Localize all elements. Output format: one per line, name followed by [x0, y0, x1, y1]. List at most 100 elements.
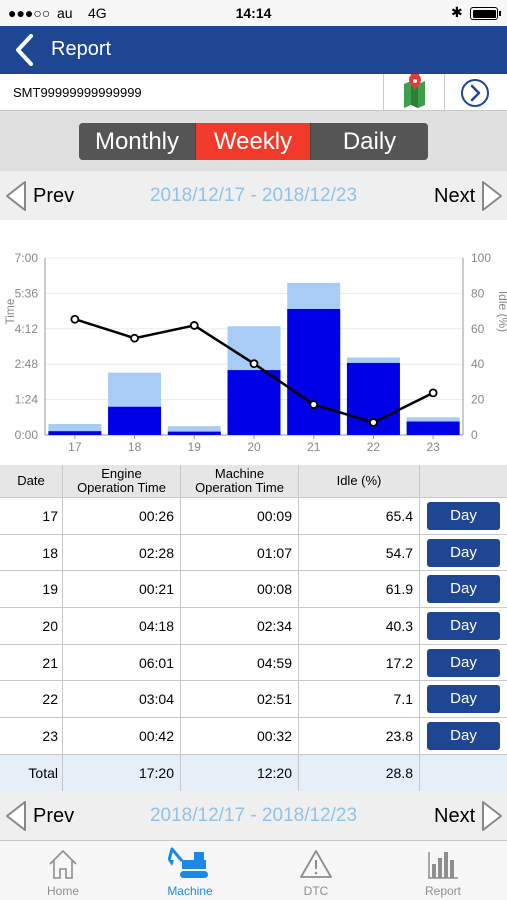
- x-tick-label: 22: [367, 440, 381, 454]
- y2-tick-label: 40: [471, 357, 485, 371]
- table-row: 21 06:01 04:59 17.2 Day: [0, 644, 507, 682]
- day-button[interactable]: Day: [427, 722, 500, 751]
- prev-label: Prev: [33, 185, 75, 207]
- row-action-cell: Day: [420, 681, 507, 717]
- back-button[interactable]: [12, 34, 38, 66]
- row-engine-time: 00:21: [63, 571, 181, 608]
- prev-button[interactable]: Prev: [4, 180, 94, 212]
- row-date: 22: [0, 681, 63, 718]
- table-row: 22 03:04 02:51 7.1 Day: [0, 681, 507, 719]
- row-machine-time: 04:59: [181, 644, 299, 681]
- bluetooth-icon: ✱: [451, 4, 463, 20]
- date-range: 2018/12/17 - 2018/12/23: [149, 185, 358, 206]
- day-button[interactable]: Day: [427, 612, 500, 641]
- y-tick-label: 0:00: [15, 428, 39, 442]
- y-tick-label: 7:00: [15, 251, 39, 265]
- row-date: 17: [0, 498, 63, 534]
- total-label: Total: [0, 754, 63, 791]
- day-button[interactable]: Day: [427, 648, 500, 677]
- row-machine-time: 00:32: [181, 718, 299, 754]
- machine-bar: [167, 431, 221, 435]
- y2-tick-label: 0: [471, 428, 478, 442]
- map-button[interactable]: [383, 67, 445, 111]
- machine-selector: SMT99999999999999: [0, 67, 507, 111]
- tab-weekly[interactable]: Weekly: [195, 123, 311, 160]
- map-icon: [404, 67, 425, 108]
- row-idle: 23.8: [299, 718, 420, 754]
- row-action-cell: Day: [420, 498, 507, 534]
- page-title: Report: [51, 38, 112, 60]
- table-row: 23 00:42 00:32 23.8 Day: [0, 718, 507, 755]
- row-machine-time: 01:07: [181, 534, 299, 571]
- idle-point: [130, 333, 139, 343]
- row-action-cell: Day: [420, 608, 507, 644]
- next-button-bottom[interactable]: Next: [420, 800, 504, 832]
- y-tick-label: 5:36: [15, 286, 39, 300]
- table-row: 17 00:26 00:09 65.4 Day: [0, 498, 507, 535]
- tab-dtc[interactable]: DTC: [253, 841, 379, 900]
- row-date: 20: [0, 608, 63, 644]
- row-machine-time: 02:51: [181, 681, 299, 718]
- x-tick-label: 18: [128, 440, 142, 454]
- next-button[interactable]: Next: [420, 180, 504, 212]
- battery-icon: [470, 7, 501, 20]
- y-axis-title: Time: [3, 298, 17, 325]
- period-selector-area: Monthly Weekly Daily: [0, 111, 507, 171]
- period-segmented-control: Monthly Weekly Daily: [79, 123, 428, 160]
- row-date: 19: [0, 571, 63, 608]
- signal-strength: ●●●○○: [8, 5, 51, 21]
- table-row: 18 02:28 01:07 54.7 Day: [0, 534, 507, 572]
- status-bar: ●●●○○ au 4G 14:14 ✱: [0, 0, 507, 26]
- row-action-cell: Day: [420, 718, 507, 754]
- network-type: 4G: [88, 5, 107, 21]
- day-button[interactable]: Day: [427, 575, 500, 604]
- tab-machine[interactable]: Machine: [127, 841, 253, 900]
- triangle-right-icon: [482, 801, 502, 831]
- carrier-name: au: [57, 5, 73, 21]
- chevron-left-icon: [16, 34, 33, 66]
- row-idle: 40.3: [299, 608, 420, 644]
- row-machine-time: 02:34: [181, 608, 299, 644]
- day-button[interactable]: Day: [427, 685, 500, 714]
- total-idle: 28.8: [299, 754, 420, 791]
- engine-bar: [48, 424, 102, 435]
- tab-daily[interactable]: Daily: [311, 123, 428, 160]
- row-machine-time: 00:08: [181, 571, 299, 608]
- machine-detail-button[interactable]: [460, 78, 490, 108]
- machine-bar: [48, 431, 102, 435]
- y2-tick-label: 60: [471, 322, 485, 336]
- x-tick-label: 19: [188, 440, 202, 454]
- row-idle: 54.7: [299, 534, 420, 571]
- row-engine-time: 03:04: [63, 681, 181, 718]
- next-label: Next: [434, 185, 476, 207]
- table-row: 19 00:21 00:08 61.9 Day: [0, 571, 507, 609]
- day-button[interactable]: Day: [427, 538, 500, 567]
- triangle-left-icon: [6, 181, 26, 211]
- machine-bar: [227, 370, 281, 435]
- tab-report[interactable]: Report: [380, 841, 506, 900]
- row-idle: 17.2: [299, 644, 420, 681]
- idle-point: [189, 321, 199, 330]
- row-machine-time: 00:09: [181, 498, 299, 534]
- header-action: [420, 465, 507, 497]
- tab-machine-label: Machine: [167, 884, 213, 898]
- row-engine-time: 00:42: [63, 718, 181, 754]
- row-action-cell: Day: [420, 535, 507, 571]
- prev-button-bottom[interactable]: Prev: [4, 800, 94, 832]
- tab-monthly[interactable]: Monthly: [79, 123, 195, 160]
- tab-report-label: Report: [424, 884, 462, 898]
- nav-bar: Report: [0, 26, 507, 74]
- row-idle: 7.1: [299, 681, 420, 718]
- y2-tick-label: 100: [471, 251, 491, 265]
- y-tick-label: 1:24: [15, 393, 39, 407]
- day-button[interactable]: Day: [427, 502, 500, 530]
- tab-dtc-label: DTC: [303, 884, 329, 898]
- next-label: Next: [434, 805, 476, 827]
- tab-home[interactable]: Home: [0, 841, 126, 900]
- row-action-cell: Day: [420, 645, 507, 681]
- row-engine-time: 04:18: [63, 608, 181, 644]
- idle-point: [369, 418, 378, 427]
- x-tick-label: 20: [247, 440, 261, 454]
- idle-point: [249, 359, 259, 369]
- warning-icon: [300, 850, 332, 878]
